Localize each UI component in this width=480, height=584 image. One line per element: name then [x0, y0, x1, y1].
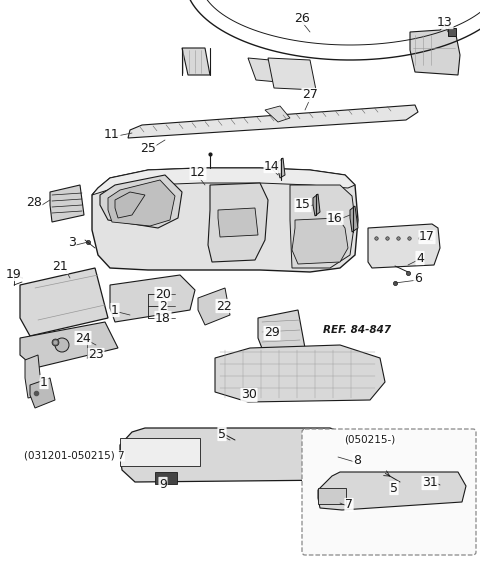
Text: 11: 11 — [104, 128, 120, 141]
Polygon shape — [108, 180, 175, 226]
Polygon shape — [248, 58, 278, 82]
Polygon shape — [218, 208, 258, 237]
Text: 5: 5 — [390, 481, 398, 495]
Polygon shape — [208, 183, 268, 262]
Text: 1: 1 — [111, 304, 119, 317]
Polygon shape — [198, 288, 230, 325]
Text: 27: 27 — [302, 89, 318, 102]
Bar — [155, 472, 177, 484]
Text: 15: 15 — [295, 199, 311, 211]
Text: 3: 3 — [68, 237, 76, 249]
Polygon shape — [313, 194, 320, 216]
Polygon shape — [128, 105, 418, 138]
Bar — [120, 438, 200, 466]
Text: 2: 2 — [159, 300, 167, 312]
Text: 30: 30 — [241, 388, 257, 402]
Polygon shape — [92, 168, 358, 272]
Text: (031201-050215) 7: (031201-050215) 7 — [24, 451, 124, 461]
Bar — [448, 28, 456, 36]
Text: 18: 18 — [155, 311, 171, 325]
Polygon shape — [268, 58, 316, 90]
Polygon shape — [50, 185, 84, 222]
Polygon shape — [258, 310, 305, 356]
Polygon shape — [92, 168, 355, 195]
Text: (050215-): (050215-) — [344, 435, 396, 445]
Polygon shape — [278, 158, 285, 178]
Text: 14: 14 — [264, 159, 280, 172]
Polygon shape — [182, 48, 210, 75]
Polygon shape — [110, 275, 195, 322]
Polygon shape — [25, 355, 42, 398]
Polygon shape — [368, 224, 440, 268]
Text: 23: 23 — [88, 349, 104, 361]
Polygon shape — [100, 175, 182, 228]
Text: 7: 7 — [345, 499, 353, 512]
Circle shape — [55, 338, 69, 352]
Text: 26: 26 — [294, 12, 310, 25]
Text: 21: 21 — [52, 260, 68, 273]
Text: 8: 8 — [353, 454, 361, 467]
Polygon shape — [292, 218, 348, 264]
Text: REF. 84-847: REF. 84-847 — [323, 325, 391, 335]
Text: 12: 12 — [190, 166, 206, 179]
Polygon shape — [215, 345, 385, 402]
FancyBboxPatch shape — [302, 429, 476, 555]
Bar — [338, 450, 360, 464]
Text: 17: 17 — [419, 231, 435, 244]
Text: 22: 22 — [216, 300, 232, 312]
Polygon shape — [20, 322, 118, 368]
Text: 13: 13 — [437, 16, 453, 29]
Polygon shape — [265, 106, 290, 122]
Text: 9: 9 — [159, 478, 167, 491]
Text: 19: 19 — [6, 267, 22, 280]
Text: 20: 20 — [155, 287, 171, 301]
Polygon shape — [410, 25, 460, 75]
Polygon shape — [115, 192, 145, 218]
Text: 29: 29 — [264, 326, 280, 339]
Text: 31: 31 — [422, 477, 438, 489]
Text: 25: 25 — [140, 141, 156, 155]
Bar — [318, 488, 346, 504]
Text: 6: 6 — [414, 272, 422, 284]
Polygon shape — [318, 472, 466, 510]
Polygon shape — [350, 206, 358, 232]
Text: 5: 5 — [218, 427, 226, 440]
Text: 16: 16 — [327, 211, 343, 224]
Text: 4: 4 — [416, 252, 424, 265]
Text: 1: 1 — [40, 376, 48, 388]
Text: 24: 24 — [75, 332, 91, 345]
Polygon shape — [120, 428, 362, 482]
Polygon shape — [290, 185, 355, 268]
Polygon shape — [20, 268, 108, 336]
Text: 28: 28 — [26, 196, 42, 208]
Polygon shape — [30, 378, 55, 408]
